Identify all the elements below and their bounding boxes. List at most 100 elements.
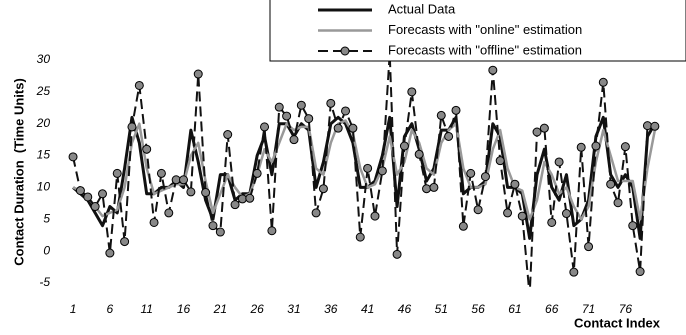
- marker: [473, 205, 483, 215]
- marker: [628, 221, 638, 231]
- legend-marker: [340, 46, 350, 56]
- marker: [399, 141, 409, 151]
- marker: [98, 189, 108, 199]
- marker: [392, 249, 402, 259]
- marker: [230, 200, 240, 210]
- plot-area: [68, 52, 660, 288]
- marker: [377, 166, 387, 176]
- marker: [171, 175, 181, 185]
- marker: [488, 65, 498, 75]
- marker: [370, 211, 380, 221]
- y-tick-label: 5: [43, 211, 50, 225]
- marker: [75, 186, 85, 196]
- marker: [112, 168, 122, 178]
- marker: [480, 172, 490, 182]
- y-tick-label: -5: [39, 275, 50, 289]
- marker: [282, 111, 292, 121]
- marker: [296, 100, 306, 110]
- marker: [348, 123, 358, 133]
- marker: [245, 193, 255, 203]
- x-tick-label: 46: [398, 302, 412, 316]
- marker: [650, 121, 660, 131]
- marker: [304, 114, 314, 124]
- x-tick-label: 26: [249, 302, 264, 316]
- legend-label: Forecasts with "offline" estimation: [388, 42, 582, 57]
- x-tick-label: 56: [471, 302, 485, 316]
- marker: [576, 142, 586, 152]
- x-tick-label: 11: [140, 302, 152, 316]
- marker: [532, 127, 542, 137]
- legend-label: Forecasts with "online" estimation: [388, 22, 582, 37]
- marker: [193, 69, 203, 79]
- marker: [142, 144, 152, 154]
- marker: [620, 142, 630, 152]
- marker: [613, 198, 623, 208]
- marker: [208, 221, 218, 231]
- series-line: [72, 119, 657, 221]
- marker: [355, 232, 365, 242]
- marker: [179, 175, 189, 185]
- marker: [90, 202, 100, 212]
- marker: [289, 135, 299, 145]
- marker: [598, 77, 608, 87]
- marker: [333, 123, 343, 133]
- marker: [105, 248, 115, 258]
- marker: [422, 184, 432, 194]
- y-tick-label: 0: [43, 243, 50, 257]
- marker: [274, 102, 284, 112]
- marker: [149, 217, 159, 227]
- y-tick-label: 20: [36, 116, 51, 130]
- marker: [503, 208, 513, 218]
- marker: [642, 121, 652, 131]
- marker: [569, 267, 579, 277]
- marker: [635, 267, 645, 277]
- x-tick-label: 1: [70, 302, 77, 316]
- marker: [584, 242, 594, 252]
- marker: [127, 122, 137, 132]
- x-tick-label: 51: [435, 302, 448, 316]
- marker: [517, 211, 527, 221]
- marker: [201, 188, 211, 198]
- marker: [363, 163, 373, 173]
- marker: [311, 208, 321, 218]
- y-tick-label: 10: [37, 180, 51, 194]
- x-tick-label: 66: [545, 302, 559, 316]
- y-tick-label: 30: [37, 52, 51, 66]
- x-tick-label: 21: [213, 302, 227, 316]
- legend-label: Actual Data: [388, 1, 456, 16]
- marker: [237, 194, 247, 204]
- marker: [407, 87, 417, 97]
- marker: [451, 105, 461, 115]
- marker: [223, 130, 233, 140]
- marker: [164, 208, 174, 218]
- x-tick-label: 36: [324, 302, 338, 316]
- x-tick-label: 41: [361, 302, 374, 316]
- marker: [444, 131, 454, 141]
- marker: [267, 226, 277, 236]
- x-tick-label: 61: [508, 302, 521, 316]
- marker: [341, 106, 351, 116]
- marker: [606, 179, 616, 189]
- x-axis-label: Contact Index: [574, 315, 661, 330]
- x-tick-label: 16: [177, 302, 191, 316]
- marker: [591, 141, 601, 151]
- marker: [156, 168, 166, 178]
- y-axis-label: Contact Duration (Time Units): [11, 78, 26, 266]
- marker: [414, 149, 424, 159]
- marker: [215, 227, 225, 237]
- marker: [429, 182, 439, 192]
- marker: [83, 192, 93, 202]
- y-tick-label: 15: [37, 148, 51, 162]
- marker: [260, 122, 270, 132]
- x-tick-label: 71: [582, 302, 595, 316]
- marker: [120, 237, 130, 247]
- x-tick-label: 31: [287, 302, 300, 316]
- marker: [186, 187, 196, 197]
- x-tick-label: 76: [619, 302, 633, 316]
- marker: [539, 123, 549, 133]
- marker: [318, 184, 328, 194]
- series-line: [72, 52, 655, 288]
- marker: [554, 157, 564, 167]
- marker: [466, 168, 476, 178]
